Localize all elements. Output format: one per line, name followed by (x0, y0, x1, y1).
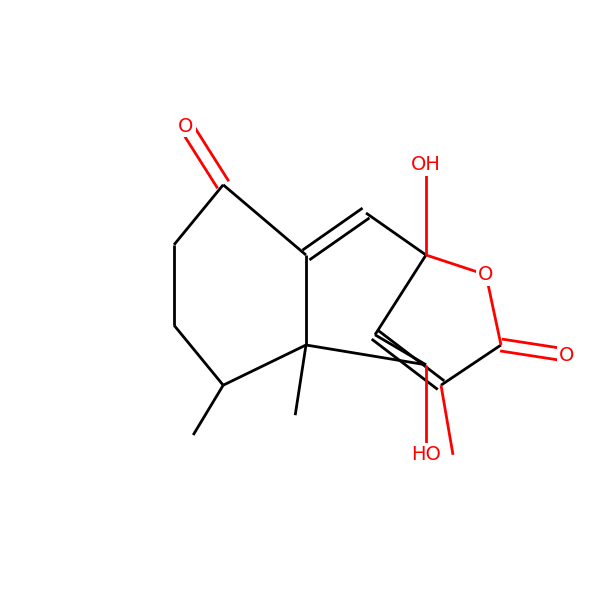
Text: O: O (559, 346, 575, 365)
Text: HO: HO (411, 445, 441, 464)
Text: O: O (178, 116, 194, 136)
Text: OH: OH (411, 155, 441, 175)
Text: O: O (478, 265, 494, 284)
